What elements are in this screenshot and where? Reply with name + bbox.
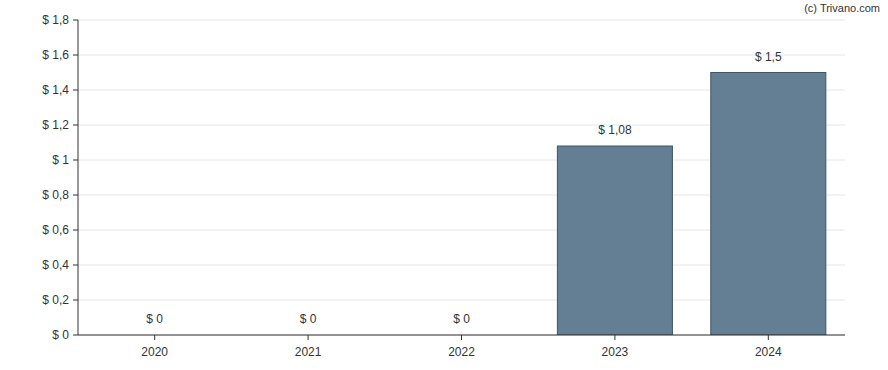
y-tick-label: $ 0,8	[42, 188, 69, 202]
y-tick-label: $ 0,6	[42, 223, 69, 237]
y-tick	[73, 90, 78, 91]
y-tick-label: $ 1,4	[42, 83, 69, 97]
x-tick-label: 2024	[755, 345, 782, 359]
x-tick	[308, 335, 309, 340]
y-tick-label: $ 0,2	[42, 293, 69, 307]
bars	[557, 73, 825, 336]
grid-line	[78, 55, 845, 56]
bar	[557, 146, 672, 335]
bar	[711, 73, 826, 336]
grid-line	[78, 20, 845, 21]
data-label: $ 1,08	[598, 123, 632, 137]
x-tick-label: 2020	[141, 345, 168, 359]
x-tick-label: 2023	[602, 345, 629, 359]
y-tick	[73, 335, 78, 336]
x-tick	[154, 335, 155, 340]
y-tick	[73, 230, 78, 231]
x-tick	[614, 335, 615, 340]
y-tick	[73, 265, 78, 266]
y-tick-label: $ 1,8	[42, 13, 69, 27]
x-tick	[768, 335, 769, 340]
data-label: $ 0	[300, 312, 317, 326]
y-tick	[73, 195, 78, 196]
chart: $ 0 $ 0,2 $ 0,4 $ 0,6 $ 0,8 $ 1 $ 1,2 $ 1,4 $ 1,…	[0, 0, 888, 370]
y-tick-label: $ 1,6	[42, 48, 69, 62]
x-tick-label: 2022	[448, 345, 475, 359]
y-tick	[73, 55, 78, 56]
y-tick	[73, 160, 78, 161]
y-tick	[73, 125, 78, 126]
annotation: (c) Trivano.com	[804, 2, 880, 14]
y-tick	[73, 20, 78, 21]
y-axis	[78, 20, 79, 335]
data-label: $ 0	[146, 312, 163, 326]
y-tick-label: $ 1	[52, 153, 69, 167]
y-tick-label: $ 1,2	[42, 118, 69, 132]
data-label: $ 1,5	[755, 50, 782, 64]
y-tick-label: $ 0,4	[42, 258, 69, 272]
y-tick-label: $ 0	[52, 328, 69, 342]
y-tick	[73, 300, 78, 301]
data-label: $ 0	[453, 312, 470, 326]
x-tick	[461, 335, 462, 340]
x-tick-label: 2021	[295, 345, 322, 359]
